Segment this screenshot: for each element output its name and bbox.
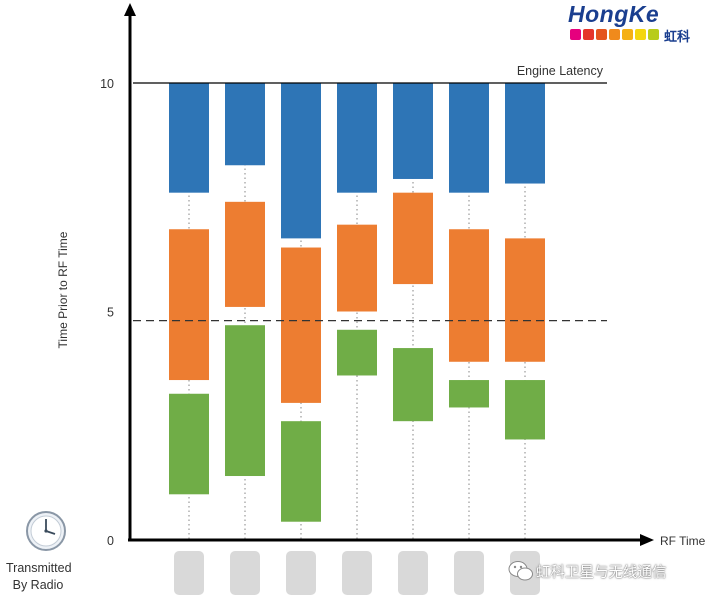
bars-group: [169, 83, 545, 522]
orange-bar-3: [281, 247, 321, 403]
radio-slot-1: [174, 551, 204, 595]
logo-square-6: [648, 29, 659, 40]
y-tick-label-0: 0: [107, 534, 114, 548]
orange-bar-2: [225, 201, 265, 307]
green-bar-7: [505, 380, 545, 440]
logo-square-3: [609, 29, 620, 40]
orange-bar-7: [505, 238, 545, 362]
transmitted-caption: Transmitted By Radio: [6, 560, 72, 594]
blue-bar-3: [281, 83, 321, 239]
radio-slot-2: [230, 551, 260, 595]
blue-bar-7: [505, 83, 545, 184]
blue-bar-5: [393, 83, 433, 179]
blue-bar-4: [337, 83, 377, 193]
y-tick-label-5: 5: [107, 306, 114, 320]
orange-bar-1: [169, 229, 209, 381]
brand-logo: HongKe: [568, 1, 660, 27]
radio-slot-3: [286, 551, 316, 595]
orange-bar-6: [449, 229, 489, 362]
logo-square-2: [596, 29, 607, 40]
y-axis-arrow: [124, 3, 136, 16]
y-tick-label-10: 10: [100, 77, 114, 91]
watermark-text: 虹科卫星与无线通信: [536, 565, 667, 581]
radio-slots: [174, 551, 540, 595]
logo-square-5: [635, 29, 646, 40]
logo-square-1: [583, 29, 594, 40]
x-axis-label: RF Time: [660, 534, 706, 548]
radio-slot-4: [342, 551, 372, 595]
reference-lines: [133, 82, 607, 322]
orange-bar-4: [337, 224, 377, 312]
engine-latency-label: Engine Latency: [517, 64, 604, 78]
radio-slot-5: [398, 551, 428, 595]
green-bar-5: [393, 348, 433, 422]
y-axis-label: Time Prior to RF Time: [56, 231, 70, 348]
blue-bar-1: [169, 83, 209, 193]
x-axis-arrow: [640, 534, 654, 546]
logo-square-0: [570, 29, 581, 40]
brand-color-squares: [570, 29, 659, 40]
orange-bar-5: [393, 192, 433, 285]
green-bar-1: [169, 393, 209, 495]
green-bar-3: [281, 421, 321, 522]
caption-line-1: Transmitted: [6, 561, 72, 575]
blue-bar-6: [449, 83, 489, 193]
logo-square-4: [622, 29, 633, 40]
green-bar-2: [225, 325, 265, 477]
radio-slot-6: [454, 551, 484, 595]
green-bar-4: [337, 329, 377, 376]
wechat-icon: [508, 561, 533, 581]
blue-bar-2: [225, 83, 265, 166]
caption-line-2: By Radio: [12, 578, 64, 592]
green-bar-6: [449, 380, 489, 408]
brand-logo-cn: 虹科: [664, 30, 691, 45]
clock-icon: [26, 511, 66, 551]
